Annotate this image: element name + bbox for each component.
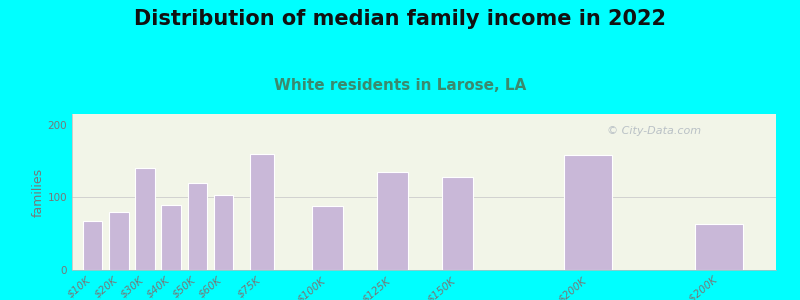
Bar <box>442 177 474 270</box>
Bar <box>214 195 233 270</box>
Bar <box>135 168 154 270</box>
Bar <box>377 172 408 270</box>
Bar <box>110 212 129 270</box>
Bar <box>162 205 181 270</box>
Text: © City-Data.com: © City-Data.com <box>607 127 701 136</box>
Text: Distribution of median family income in 2022: Distribution of median family income in … <box>134 9 666 29</box>
Text: White residents in Larose, LA: White residents in Larose, LA <box>274 78 526 93</box>
Bar <box>312 206 343 270</box>
Bar <box>694 224 742 270</box>
Bar <box>250 154 274 270</box>
Y-axis label: families: families <box>32 167 45 217</box>
Bar <box>187 183 206 270</box>
Bar <box>83 221 102 270</box>
Bar <box>564 155 612 270</box>
